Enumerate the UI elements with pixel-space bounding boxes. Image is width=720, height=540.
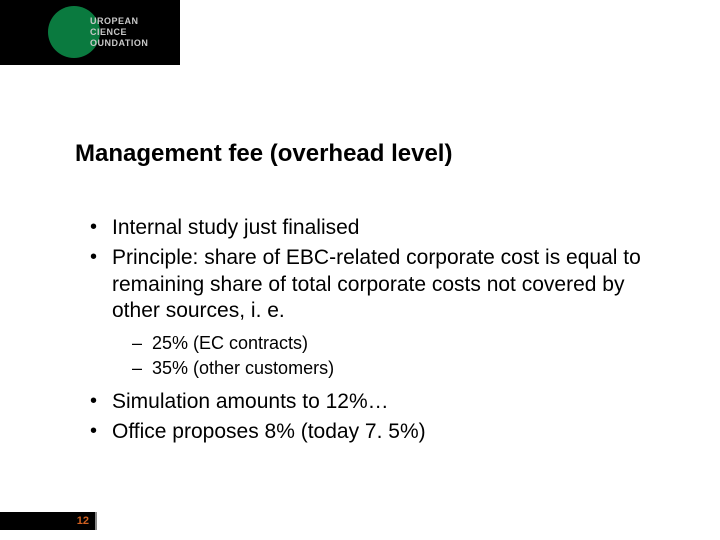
sub-bullet-item: 25% (EC contracts) <box>132 332 660 355</box>
slide-title: Management fee (overhead level) <box>75 140 452 168</box>
logo-text: UROPEAN CIENCE OUNDATION <box>90 16 148 49</box>
sub-bullet-group: 25% (EC contracts) 35% (other customers) <box>132 332 660 381</box>
page-number: 12 <box>77 515 89 527</box>
footer-divider <box>95 512 97 530</box>
bullet-item: Office proposes 8% (today 7. 5%) <box>90 419 660 445</box>
logo-region: UROPEAN CIENCE OUNDATION <box>0 0 180 65</box>
bullet-item: Internal study just finalised <box>90 215 660 241</box>
logo-line-1: UROPEAN <box>90 16 148 27</box>
footer-bar: 12 <box>0 512 95 530</box>
bullet-list: Internal study just finalised Principle:… <box>90 215 660 449</box>
bullet-item: Principle: share of EBC-related corporat… <box>90 245 660 324</box>
bullet-item: Simulation amounts to 12%… <box>90 389 660 415</box>
logo-line-2: CIENCE <box>90 27 148 38</box>
logo-line-3: OUNDATION <box>90 38 148 49</box>
sub-bullet-item: 35% (other customers) <box>132 357 660 380</box>
